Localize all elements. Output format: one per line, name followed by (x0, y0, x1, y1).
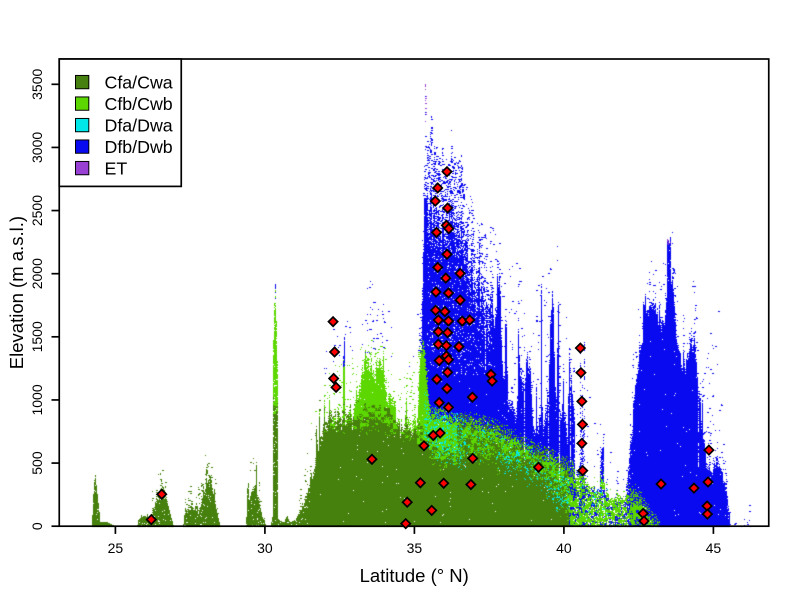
svg-text:25: 25 (108, 540, 124, 556)
svg-text:2500: 2500 (29, 195, 45, 226)
svg-text:0: 0 (29, 522, 45, 530)
svg-text:Cfb/Cwb: Cfb/Cwb (105, 94, 173, 114)
svg-text:3000: 3000 (29, 132, 45, 163)
svg-text:Cfa/Cwa: Cfa/Cwa (105, 72, 173, 92)
svg-text:3500: 3500 (29, 69, 45, 100)
svg-text:Elevation (m a.s.l.): Elevation (m a.s.l.) (6, 216, 27, 369)
svg-text:40: 40 (556, 540, 572, 556)
svg-text:ET: ET (105, 158, 128, 178)
svg-text:2000: 2000 (29, 258, 45, 289)
svg-text:45: 45 (706, 540, 722, 556)
svg-text:Dfa/Dwa: Dfa/Dwa (105, 115, 173, 135)
svg-text:35: 35 (407, 540, 423, 556)
svg-text:30: 30 (257, 540, 273, 556)
svg-text:1000: 1000 (29, 384, 45, 415)
svg-text:Latitude (° N): Latitude (° N) (360, 565, 469, 586)
svg-text:500: 500 (29, 451, 45, 475)
svg-text:Dfb/Dwb: Dfb/Dwb (105, 137, 173, 157)
svg-text:1500: 1500 (29, 321, 45, 352)
